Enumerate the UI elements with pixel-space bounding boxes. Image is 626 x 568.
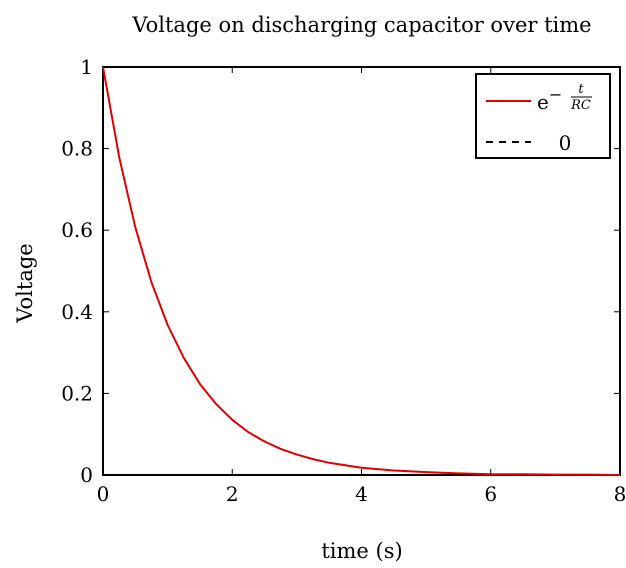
x-tick-label: 8	[614, 482, 626, 506]
legend: e− t RC 0	[475, 73, 611, 159]
legend-base: e	[537, 90, 549, 114]
x-tick-label: 4	[355, 482, 368, 506]
x-tick-label: 6	[484, 482, 497, 506]
legend-box	[475, 73, 611, 159]
y-tick-label: 1	[80, 55, 93, 79]
series-layer	[102, 66, 621, 476]
legend-frac-num: t	[578, 82, 584, 97]
y-tick-label: 0.4	[61, 300, 93, 324]
chart-title: Voltage on discharging capacitor over ti…	[131, 13, 591, 37]
y-axis-ticks: 0 0.2 0.4 0.6 0.8 1	[61, 55, 620, 487]
series-line-decay	[102, 66, 621, 476]
x-tick-label: 0	[97, 482, 110, 506]
y-tick-label: 0.6	[61, 218, 93, 242]
legend-frac-den: RC	[570, 98, 591, 113]
x-axis-label: time (s)	[321, 539, 402, 563]
y-axis-label: Voltage	[13, 243, 37, 323]
y-tick-label: 0.2	[61, 381, 93, 405]
legend-exponent-sign: −	[549, 85, 562, 104]
y-tick-label: 0.8	[61, 137, 93, 161]
legend-label-zero: 0	[559, 131, 572, 155]
x-tick-label: 2	[226, 482, 239, 506]
y-tick-label: 0	[80, 463, 93, 487]
legend-label-decay: e−	[537, 85, 562, 114]
